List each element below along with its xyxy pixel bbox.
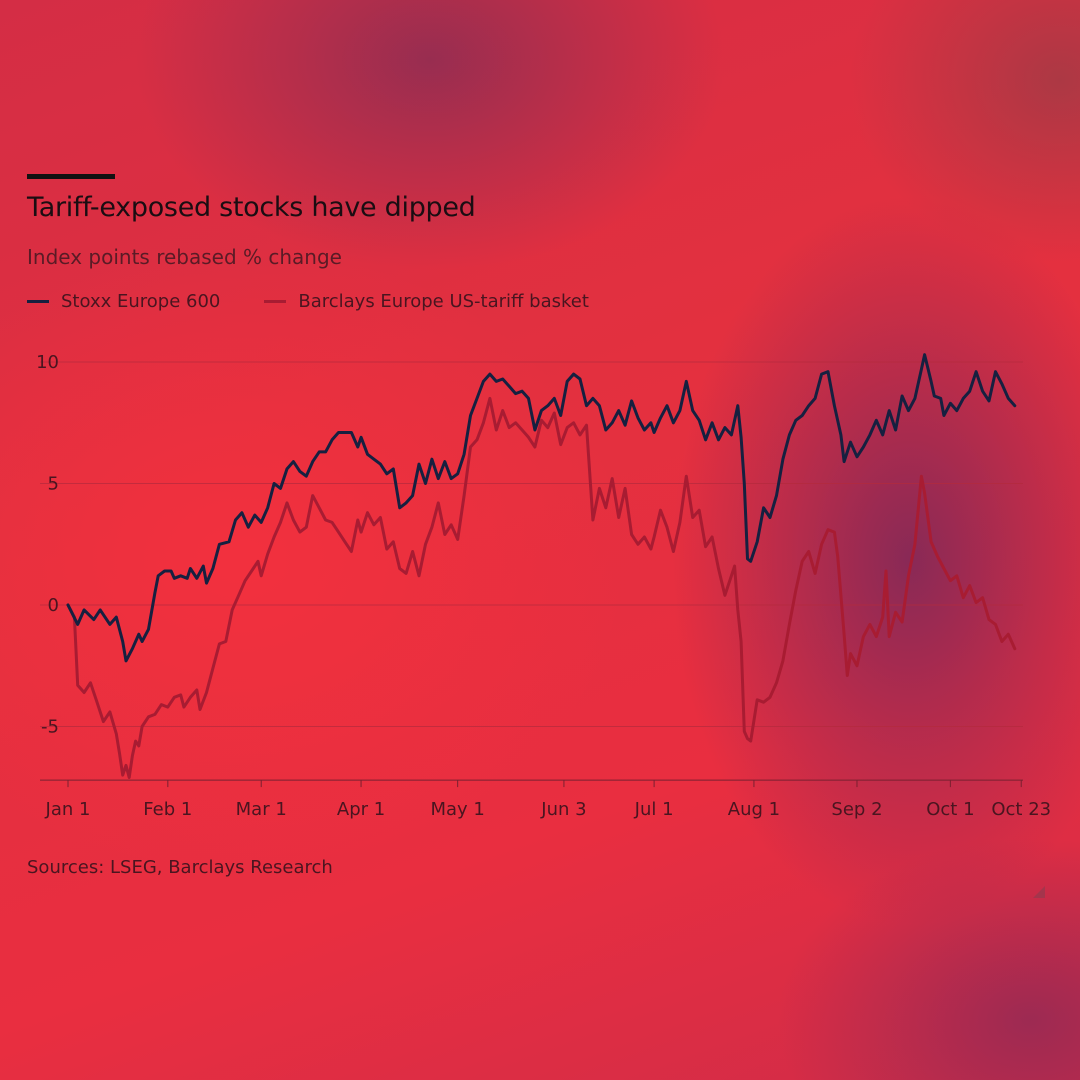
x-tick-label-5: Jun 3 — [540, 799, 586, 820]
legend-label-barclays: Barclays Europe US-tariff basket — [298, 291, 589, 312]
series-line-stoxx — [66, 353, 1017, 663]
legend-swatch-barclays — [264, 300, 287, 303]
y-tick-label-1: 5 — [48, 474, 59, 495]
chart-subtitle: Index points rebased % change — [27, 245, 342, 269]
x-tick-label-3: Apr 1 — [337, 799, 385, 820]
x-tick-label-7: Aug 1 — [728, 799, 780, 820]
legend-item-stoxx: Stoxx Europe 600 — [27, 291, 220, 312]
x-tick-label-0: Jan 1 — [45, 799, 91, 820]
x-tick-label-10: Oct 23 — [991, 799, 1051, 820]
y-tick-label-3: -5 — [41, 717, 59, 738]
x-tick-label-2: Mar 1 — [236, 799, 287, 820]
chart-title: Tariff-exposed stocks have dipped — [27, 192, 476, 223]
chart-legend: Stoxx Europe 600 Barclays Europe US-tari… — [27, 291, 633, 312]
legend-swatch-stoxx — [27, 300, 49, 303]
resize-corner-icon — [1033, 886, 1045, 898]
x-tick-label-8: Sep 2 — [831, 799, 882, 820]
series-line-barclays — [66, 396, 1017, 779]
legend-item-barclays: Barclays Europe US-tariff basket — [264, 291, 589, 312]
y-tick-label-0: 10 — [36, 352, 59, 373]
y-tick-label-2: 0 — [48, 595, 59, 616]
chart-source: Sources: LSEG, Barclays Research — [27, 857, 333, 878]
title-accent-bar — [27, 174, 115, 179]
x-tick-label-1: Feb 1 — [143, 799, 192, 820]
x-tick-label-6: Jul 1 — [634, 799, 674, 820]
x-tick-label-9: Oct 1 — [926, 799, 974, 820]
x-tick-label-4: May 1 — [430, 799, 484, 820]
legend-label-stoxx: Stoxx Europe 600 — [61, 291, 221, 312]
